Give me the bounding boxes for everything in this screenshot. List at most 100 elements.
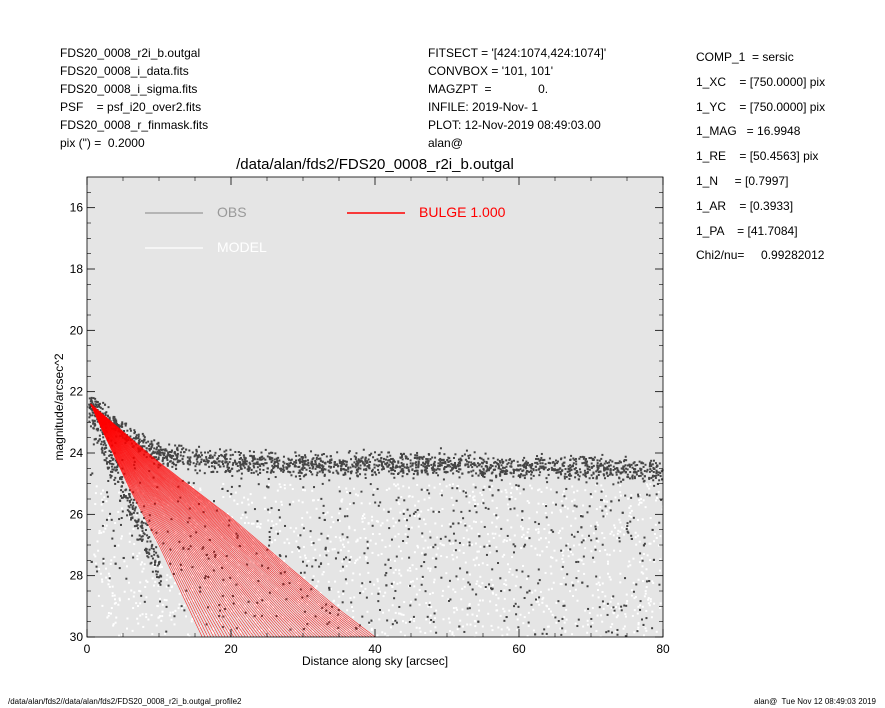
model-point [653,532,656,535]
obs-point [501,461,504,464]
obs-point [155,573,158,576]
obs-point [598,464,601,467]
obs-point [442,458,445,461]
model-point [562,560,565,563]
obs-point [279,572,282,575]
obs-point [639,474,642,477]
obs-point [266,471,269,474]
obs-point [524,465,527,468]
obs-point [458,625,461,628]
model-point [158,616,161,619]
obs-point [573,535,576,538]
obs-point [565,475,568,478]
obs-point [638,475,641,478]
obs-point [137,520,140,523]
model-point [578,543,581,546]
obs-point [344,471,347,474]
model-point [301,517,304,520]
model-point [160,565,163,568]
obs-point [328,462,331,465]
obs-point [539,465,542,468]
model-point [537,528,540,531]
obs-point [570,533,573,536]
obs-point [603,468,606,471]
model-point [452,607,455,610]
model-point [560,568,563,571]
obs-point [119,494,122,497]
obs-point [488,485,491,488]
obs-point [392,472,395,475]
obs-point [649,468,652,471]
obs-point [639,552,642,555]
obs-point [595,575,598,578]
model-point [623,625,626,628]
obs-point [608,473,611,476]
obs-point [490,479,493,482]
obs-point [495,474,498,477]
obs-point [424,553,427,556]
model-point [311,630,314,633]
obs-point [286,462,289,465]
obs-point [117,471,120,474]
obs-point [321,471,324,474]
obs-point [101,449,104,452]
model-point [173,623,176,626]
model-point [121,633,124,636]
obs-point [394,589,397,592]
model-point [597,589,600,592]
obs-point [354,466,357,469]
model-point [613,549,616,552]
obs-point [208,539,211,542]
obs-point [617,470,620,473]
obs-point [101,451,104,454]
model-point [491,485,494,488]
model-point [626,600,629,603]
obs-point [270,456,273,459]
obs-point [314,460,317,463]
model-point [376,634,379,637]
model-point [552,501,555,504]
model-point [516,628,519,631]
model-point [595,630,598,633]
obs-point [183,451,186,454]
obs-point [376,487,379,490]
obs-point [595,477,598,480]
obs-point [134,519,137,522]
model-point [482,498,485,501]
model-point [337,590,340,593]
obs-point [217,460,220,463]
model-point [570,524,573,527]
obs-point [317,454,320,457]
obs-point [270,461,273,464]
model-point [637,623,640,626]
model-point [312,556,315,559]
obs-point [367,458,370,461]
obs-point [129,496,132,499]
model-point [353,529,356,532]
model-point [466,623,469,626]
bulge-line [90,403,229,638]
obs-point [420,471,423,474]
obs-point [613,609,616,612]
model-point [158,597,161,600]
obs-point [447,464,450,467]
model-point [627,565,630,568]
obs-point [342,590,345,593]
model-point [374,542,377,545]
obs-point [216,458,219,461]
model-point [506,503,509,506]
model-point [550,572,553,575]
model-point [562,549,565,552]
obs-point [645,580,648,583]
obs-point [545,477,548,480]
obs-point [633,468,636,471]
obs-point [406,519,409,522]
model-point [188,635,191,638]
model-point [529,484,532,487]
obs-point [247,465,250,468]
obs-point [427,453,430,456]
obs-point [557,620,560,623]
obs-point [384,574,387,577]
model-point [403,634,406,637]
